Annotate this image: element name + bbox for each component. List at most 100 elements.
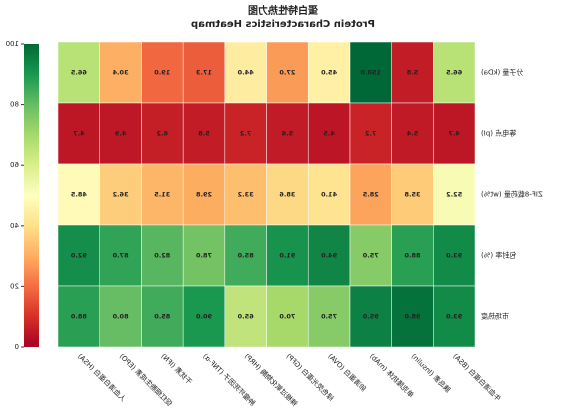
chart-subtitle: Protein Characteristics Heatmap: [191, 19, 375, 30]
heat-cell: [349, 285, 392, 348]
x-tick-label: 胰岛素 (Insulin): [409, 351, 452, 394]
cell-label: 36.2: [113, 191, 129, 199]
heat-cell: [433, 285, 476, 348]
heat-cell: [391, 285, 434, 348]
heat-cell: [57, 102, 100, 165]
heat-cell: [141, 163, 184, 226]
heat-cell: [57, 41, 100, 104]
heat-cell: [433, 41, 476, 104]
cell-label: 19.0: [154, 69, 171, 77]
heat-cell: [141, 285, 184, 348]
heat-cell: [224, 224, 267, 287]
cell-label: 6.2: [156, 130, 168, 138]
cell-label: 38.6: [279, 191, 296, 199]
heat-cell: [141, 224, 184, 287]
cell-label: 98.0: [404, 313, 421, 321]
cell-label: 70.0: [279, 313, 296, 321]
colorbar-tick-label: 40: [10, 222, 19, 230]
heat-cell: [307, 41, 351, 104]
heat-cell: [182, 163, 226, 226]
cell-label: 4.5: [323, 130, 335, 138]
colorbar-tick-label: 80: [10, 101, 19, 109]
cell-label: 17.3: [196, 69, 212, 77]
heat-cell: [307, 102, 351, 165]
heat-cell: [266, 41, 309, 104]
cell-label: 150.0: [360, 69, 381, 77]
cell-label: 5.8: [406, 69, 418, 77]
x-tick-label: 卵清蛋白 (OVA): [326, 351, 368, 393]
row-label: 包封率 (%): [481, 251, 517, 260]
row-label: 等电点 (pI): [481, 129, 516, 138]
cell-label: 29.8: [195, 191, 212, 199]
heat-cell: [182, 102, 226, 165]
cell-label: 52.2: [446, 191, 462, 199]
cell-label: 88.0: [70, 313, 87, 321]
cell-label: 94.0: [321, 252, 338, 260]
heat-cell: [266, 224, 309, 287]
cell-label: 66.5: [446, 69, 463, 77]
heat-cell: [141, 41, 184, 104]
cell-label: 92.0: [70, 252, 87, 260]
heat-cell: [99, 102, 142, 165]
heat-cell: [391, 163, 434, 226]
heat-cell: [391, 41, 434, 104]
cell-label: 88.0: [404, 252, 421, 260]
heat-cell: [57, 224, 100, 287]
mirrored-chart: 蛋白特性热力图 Protein Characteristics Heatmap …: [6, 4, 543, 408]
cell-label: 48.5: [70, 191, 87, 199]
cell-label: 35.8: [404, 191, 421, 199]
cell-label: 5.6: [281, 130, 293, 138]
cell-label: 90.0: [195, 313, 212, 321]
cell-label: 91.0: [279, 252, 296, 260]
cell-label: 5.8: [198, 130, 210, 138]
cell-label: 7.2: [365, 130, 377, 138]
heat-cell: [433, 163, 476, 226]
heat-cell: [57, 285, 100, 348]
heat-cell: [224, 41, 267, 104]
colorbar-tick-label: 20: [10, 282, 19, 290]
cell-label: 75.0: [362, 252, 379, 260]
cell-label: 95.0: [362, 313, 379, 321]
heat-cell: [266, 163, 309, 226]
cell-label: 4.7: [448, 130, 460, 138]
heat-cell: [57, 163, 100, 226]
heat-cell: [391, 102, 434, 165]
cell-label: 85.0: [237, 252, 254, 260]
cell-label: 27.0: [279, 69, 296, 77]
cell-label: 28.5: [362, 191, 379, 199]
heat-cell: [266, 102, 309, 165]
colorbar-tick-label: 60: [10, 161, 19, 169]
colorbar: [24, 44, 39, 347]
cell-label: 75.0: [321, 313, 338, 321]
heat-cell: [349, 163, 392, 226]
chart-title: 蛋白特性热力图: [248, 4, 318, 17]
cell-label: 82.0: [154, 252, 171, 260]
heat-cell: [99, 285, 142, 348]
cell-label: 7.2: [240, 130, 252, 138]
cell-label: 80.0: [112, 313, 129, 321]
heat-cell: [99, 224, 142, 287]
heat-cell: [224, 102, 267, 165]
heat-cell: [141, 102, 184, 165]
cell-label: 45.0: [321, 69, 338, 77]
cell-label: 31.5: [154, 191, 171, 199]
heat-cell: [266, 285, 309, 348]
heat-cell: [182, 285, 226, 348]
heat-cell: [182, 224, 226, 287]
x-tick-label: 单克隆抗体 (mAb): [368, 351, 416, 399]
cell-label: 5.4: [406, 130, 418, 138]
colorbar-tick-label: 100: [6, 40, 19, 48]
cell-label: 93.0: [446, 313, 463, 321]
cell-label: 4.9: [114, 130, 126, 138]
heat-cell: [349, 41, 392, 104]
heat-cell: [99, 163, 142, 226]
cell-label: 85.0: [154, 313, 171, 321]
cell-label: 87.0: [112, 252, 129, 260]
x-tick-label: 牛血清白蛋白 (BSA): [451, 351, 503, 403]
heat-cell: [224, 285, 267, 348]
cell-label: 93.0: [446, 252, 463, 260]
cell-label: 41.0: [321, 191, 338, 199]
cell-label: 65.0: [237, 313, 254, 321]
cell-label: 44.0: [237, 69, 254, 77]
